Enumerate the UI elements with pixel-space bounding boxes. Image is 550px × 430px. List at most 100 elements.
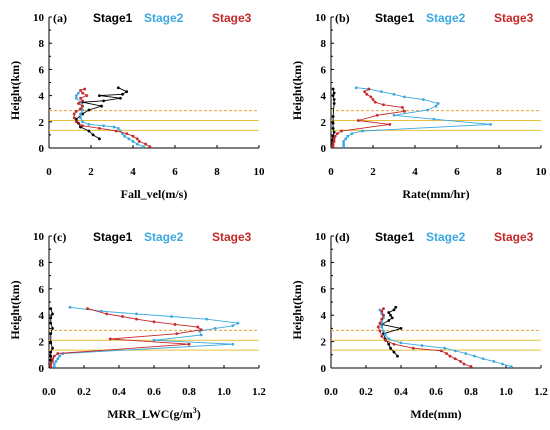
y-tick-label: 4 bbox=[39, 91, 45, 103]
series-line-stage2 bbox=[53, 306, 240, 367]
data-point bbox=[135, 142, 139, 146]
data-point bbox=[363, 90, 366, 94]
y-tick-label: 8 bbox=[39, 38, 45, 50]
y-tick-label: 6 bbox=[39, 64, 45, 76]
panel-label: (c) bbox=[53, 230, 66, 244]
data-point bbox=[135, 312, 138, 316]
y-tick-label: 4 bbox=[321, 91, 327, 103]
data-point bbox=[453, 349, 457, 353]
data-point bbox=[173, 323, 177, 326]
data-point bbox=[380, 334, 384, 338]
data-point bbox=[87, 123, 91, 126]
data-point bbox=[52, 354, 56, 358]
data-point bbox=[125, 90, 129, 94]
data-point bbox=[87, 108, 91, 112]
chart-panel-c: 0 2 4 6 8 10 0.0 0.2 0.4 0.6 0.8 1.0 1.2 Height(km) MR… bbox=[8, 230, 266, 421]
data-point bbox=[81, 99, 84, 103]
data-point bbox=[331, 87, 335, 91]
series-line-stage3 bbox=[73, 88, 151, 148]
data-point bbox=[356, 119, 360, 122]
data-point bbox=[56, 352, 60, 355]
data-point bbox=[142, 145, 145, 149]
data-point bbox=[332, 140, 336, 143]
data-point bbox=[77, 102, 80, 105]
data-point bbox=[68, 305, 72, 309]
x-tick-label: 0.2 bbox=[77, 386, 91, 398]
data-point bbox=[332, 130, 336, 134]
data-point bbox=[378, 329, 382, 333]
x-tick-label: 2 bbox=[370, 166, 376, 178]
data-point bbox=[333, 134, 337, 138]
data-point bbox=[58, 354, 61, 358]
data-point bbox=[74, 120, 78, 124]
data-point bbox=[205, 317, 208, 321]
x-tick-label: 0.6 bbox=[147, 386, 161, 398]
data-point bbox=[481, 357, 485, 361]
x-tick-label: 0.6 bbox=[429, 386, 443, 398]
data-point bbox=[473, 354, 476, 358]
data-point bbox=[445, 352, 448, 355]
data-point bbox=[380, 309, 384, 313]
data-point bbox=[49, 316, 53, 320]
data-point bbox=[331, 145, 335, 149]
x-tick-label: 2 bbox=[88, 166, 94, 178]
data-point bbox=[332, 102, 336, 105]
x-tick-label: 1.0 bbox=[217, 386, 231, 398]
series-line-stage2 bbox=[343, 87, 491, 147]
data-point bbox=[152, 320, 156, 324]
data-point bbox=[388, 123, 392, 126]
data-point bbox=[332, 98, 336, 101]
data-point bbox=[231, 342, 235, 346]
data-point bbox=[49, 350, 53, 354]
data-point bbox=[342, 145, 345, 149]
data-point bbox=[335, 132, 339, 135]
data-point bbox=[371, 98, 375, 101]
data-point bbox=[79, 125, 82, 129]
data-point bbox=[56, 357, 60, 361]
data-point bbox=[380, 317, 384, 321]
data-point bbox=[394, 305, 398, 309]
x-tick-label: 8 bbox=[214, 166, 220, 178]
data-point bbox=[378, 321, 382, 325]
legend-entry: Stage1 bbox=[375, 230, 415, 244]
data-point bbox=[102, 99, 105, 103]
data-point bbox=[152, 338, 156, 342]
data-point bbox=[49, 365, 53, 369]
data-point bbox=[387, 337, 391, 341]
data-point bbox=[102, 124, 105, 128]
data-point bbox=[74, 109, 78, 113]
data-point bbox=[383, 338, 387, 342]
data-point bbox=[453, 357, 457, 361]
data-point bbox=[81, 112, 84, 116]
data-point bbox=[86, 307, 89, 310]
y-tick-label: 10 bbox=[315, 231, 327, 243]
legend-entry: Stage1 bbox=[375, 11, 415, 25]
data-point bbox=[382, 307, 385, 310]
data-point bbox=[72, 116, 76, 120]
y-tick-label: 0 bbox=[321, 143, 327, 155]
x-tick-label: 0 bbox=[46, 166, 52, 178]
data-point bbox=[79, 112, 82, 116]
data-point bbox=[77, 91, 80, 95]
y-axis-label: Height(km) bbox=[290, 280, 304, 339]
y-axis-label: Height(km) bbox=[8, 280, 22, 339]
data-point bbox=[403, 95, 406, 99]
data-point bbox=[399, 341, 403, 345]
data-point bbox=[135, 137, 139, 141]
x-tick-label: 1.0 bbox=[499, 386, 513, 398]
data-point bbox=[52, 362, 56, 366]
legend-entry: Stage1 bbox=[93, 11, 133, 25]
data-point bbox=[396, 354, 399, 358]
data-point bbox=[49, 332, 53, 336]
data-point bbox=[199, 333, 203, 337]
data-point bbox=[382, 329, 385, 333]
data-point bbox=[51, 357, 54, 361]
y-tick-label: 2 bbox=[321, 337, 327, 349]
y-tick-label: 8 bbox=[321, 257, 327, 269]
x-tick-label: 10 bbox=[536, 166, 548, 178]
data-point bbox=[199, 328, 203, 332]
data-point bbox=[448, 354, 452, 358]
data-point bbox=[49, 341, 53, 345]
x-tick-label: 0 bbox=[328, 166, 334, 178]
series-line-stage3 bbox=[332, 88, 406, 147]
